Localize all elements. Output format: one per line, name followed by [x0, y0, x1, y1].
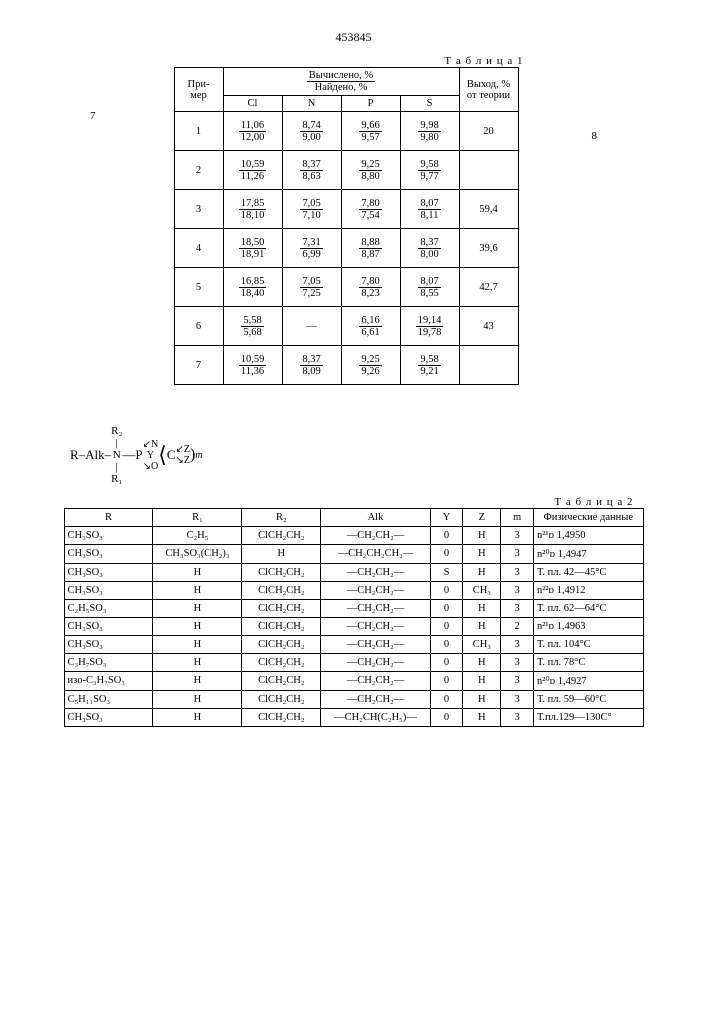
table-row: C₂H₅SO₃HClCH₂CH₂—CH₂CH₂—0H3Т. пл. 62—64°… [64, 599, 643, 617]
table-row: 210,5911,268,378,639,258,809,589,77 [174, 151, 518, 190]
table-row: C₃H₇SO₃HClCH₂CH₂—CH₂CH₂—0H3Т. пл. 78°C [64, 653, 643, 671]
t1-head-example: При- мер [174, 68, 223, 112]
column-number-left: 7 [90, 110, 96, 122]
table-row: CH₃SO₃HClCH₂CH₂—CH₂CH₂—SH3Т. пл. 42—45°C [64, 563, 643, 581]
table-row: 710,5911,368,378,099,259,269,589,21 [174, 346, 518, 385]
table-row: CH₃SO₃HClCH₂CH₂—CH₂CH₂—0CH₃3Т. пл. 104°C [64, 635, 643, 653]
table2: R R₁ R₂ Alk Y Z m Физические данные CH₃S… [64, 508, 644, 727]
t2-head-phys: Физические данные [534, 508, 644, 526]
chemical-formula: R–Alk– R₂ | N | R₁ —P ↙N Y ↘O ⟨C ↙Z ↘Z )… [70, 425, 707, 485]
table-row: изо-C₃H₇SO₃HClCH₂CH₂—CH₂CH₂—0H3n²⁰ᴅ 1,49… [64, 671, 643, 690]
table-row: C₅H₁₁SO₃HClCH₂CH₂—CH₂CH₂—0H3Т. пл. 59—60… [64, 690, 643, 708]
t1-head-n: N [282, 96, 341, 112]
table-row: 418,5018,917,316,998,888,878,378,0039,6 [174, 229, 518, 268]
table1-caption: Т а б л и ц а 1 [174, 55, 524, 67]
table-row: CH₃SO₃HClCH₂CH₂—CH₂CH(C₂H₅)—0H3Т.пл.129—… [64, 708, 643, 726]
t2-head-m: m [501, 508, 534, 526]
table-row: 516,8518,407,057,257,808,238,078,5542,7 [174, 268, 518, 307]
page-number: 453845 [0, 30, 707, 45]
t1-head-p: P [341, 96, 400, 112]
table-row: 65,585,68—6,166,6119,1419,7843 [174, 307, 518, 346]
t1-head-yield: Выход, % от теории [459, 68, 518, 112]
table-row: 317,8518,107,057,107,807,548,078,1159,4 [174, 190, 518, 229]
column-number-right: 8 [592, 130, 598, 142]
t1-head-cl: Cl [223, 96, 282, 112]
table2-caption: Т а б л и ц а 2 [64, 496, 634, 508]
t2-head-z: Z [463, 508, 501, 526]
t2-head-alk: Alk [321, 508, 430, 526]
t2-head-r2: R₂ [242, 508, 321, 526]
table-row: CH₃SO₃HClCH₂CH₂—CH₂CH₂—0H2n²¹ᴅ 1,4963 [64, 617, 643, 635]
t2-head-r: R [64, 508, 153, 526]
t1-head-s: S [400, 96, 459, 112]
t1-head-calcfound: Вычислено, %Найдено, % [223, 68, 459, 96]
table1: При- мер Вычислено, %Найдено, % Выход, %… [174, 67, 519, 385]
t2-head-r1: R₁ [153, 508, 242, 526]
table-row: CH₃SO₃HClCH₂CH₂—CH₂CH₂—0CH₃3n²²ᴅ 1,4912 [64, 581, 643, 599]
table-row: 111,0612,008,749,009,669,579,989,8020 [174, 112, 518, 151]
table-row: CH₃SO₃CH₃SO₃(CH₂)₃H—CH₂CH₂CH₂—0H3n²⁰ᴅ 1,… [64, 544, 643, 563]
table-row: CH₃SO₃C₂H₅ClCH₂CH₂—CH₂CH₂—0H3n²¹ᴅ 1,4950 [64, 526, 643, 544]
t2-head-y: Y [430, 508, 463, 526]
